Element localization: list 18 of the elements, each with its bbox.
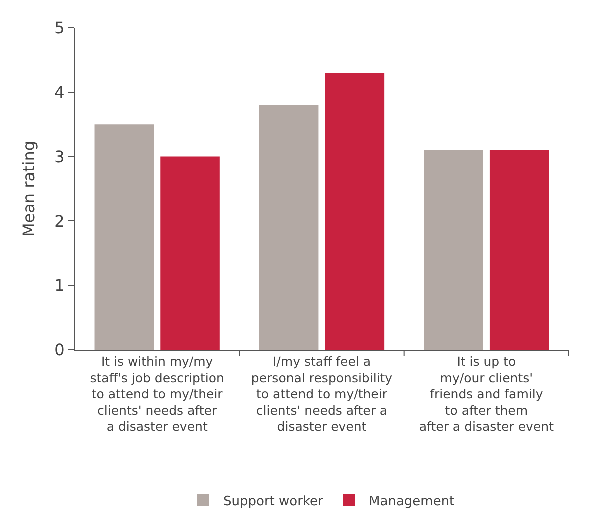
bar — [325, 73, 385, 350]
y-axis-title: Mean rating — [20, 140, 39, 238]
y-tick-label: 2 — [54, 212, 65, 231]
legend-label: Management — [369, 494, 455, 510]
bar — [94, 124, 154, 350]
bar — [490, 150, 550, 350]
y-tick-label: 0 — [54, 340, 65, 360]
bar — [259, 105, 319, 350]
y-tick-label: 4 — [54, 83, 65, 102]
bar — [424, 150, 484, 350]
x-tick-label: It is within my/my staff's job description to attend to my/their clients' needs after a disaster event — [90, 354, 224, 434]
y-tick-label: 5 — [54, 18, 65, 38]
x-tick-label: It is up to my/our clients' friends and family to after them after a disaster event — [419, 354, 554, 434]
legend-label: Support worker — [224, 494, 324, 510]
x-tick-label: I/my staff feel a personal responsibility to attend to my/their clients' needs after a disaster event — [251, 354, 394, 434]
y-tick-label: 1 — [54, 276, 65, 296]
bar — [160, 156, 220, 350]
y-tick-label: 3 — [54, 147, 65, 166]
